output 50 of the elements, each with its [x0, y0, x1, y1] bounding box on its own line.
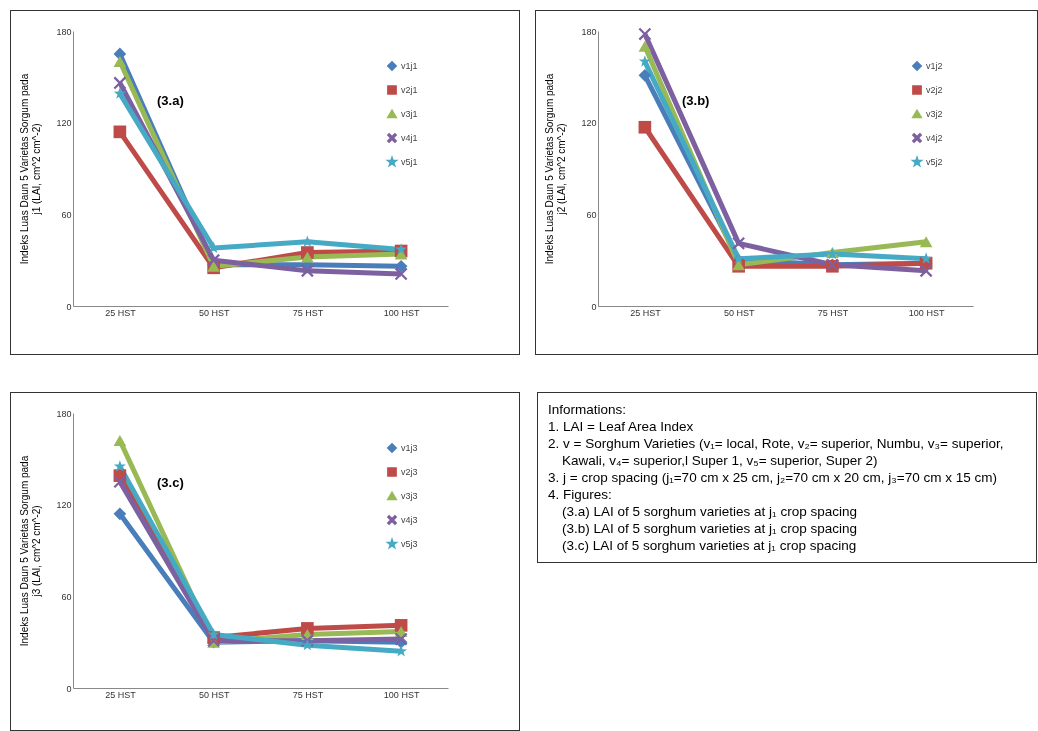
text: 3. j = crop spacing (j₁=70 cm x 25 cm, j₂=70 cm x 20 cm, j₃=70 cm x 15 cm) [548, 469, 998, 486]
legend-label: v4j3 [401, 515, 418, 525]
y-tick-label: 180 [56, 26, 72, 37]
y-tick-label: 60 [586, 209, 597, 220]
text: 2. v = Sorghum Varieties (v₁= local, Rote, v₂= superior, Numbu, v₃= superior, Kawali, v₄= superior,l Super 1, v₅= superior, Super 2) [548, 435, 1005, 469]
legend-label: v3j3 [401, 491, 418, 501]
annotation: (3.c) [157, 475, 184, 490]
legend-label: v4j1 [401, 133, 418, 143]
legend-label: v2j1 [401, 85, 418, 95]
annotation: (3.a) [157, 93, 184, 108]
x-tick-label: 75 HST [292, 307, 324, 318]
x-tick-label: 100 HST [383, 689, 420, 700]
legend-label: v1j1 [401, 61, 418, 71]
x-tick-label: 25 HST [105, 689, 137, 700]
legend-label: v5j2 [926, 157, 943, 167]
y-tick-label: 180 [56, 408, 72, 419]
y-tick-label: 120 [56, 118, 72, 129]
text: 4. Figures: (3.a) LAI of 5 sorghum varieties at j₁ crop spacing (3.b) LAI of 5 sorghum varieties at j₁ crop spacing (3.c) LAI of 5 sorghum varieties at j₁ crop spacing [548, 486, 858, 554]
x-tick-label: 75 HST [292, 689, 324, 700]
x-tick-label: 50 HST [723, 307, 755, 318]
legend-label: v3j1 [401, 109, 418, 119]
legend-label: v2j2 [926, 85, 943, 95]
legend-label: v5j1 [401, 157, 418, 167]
y-tick-label: 0 [66, 683, 72, 694]
x-tick-label: 50 HST [198, 689, 230, 700]
legend-label: v4j2 [926, 133, 943, 143]
annotation: (3.b) [682, 93, 710, 108]
y-tick-label: 120 [581, 118, 597, 129]
x-tick-label: 50 HST [198, 307, 230, 318]
legend-label: v1j2 [926, 61, 943, 71]
x-tick-label: 25 HST [105, 307, 137, 318]
y-tick-label: 0 [66, 301, 72, 312]
y-tick-label: 120 [56, 500, 72, 511]
x-tick-label: 25 HST [630, 307, 662, 318]
text: 1. LAI = Leaf Area Index [548, 418, 695, 435]
legend-label: v5j3 [401, 539, 418, 549]
y-axis-title: Indeks Luas Daun 5 Varietas Sorgum pada j3 (LAI, cm^2 cm^-2) [19, 455, 43, 647]
text: Informations: [548, 401, 628, 418]
x-tick-label: 100 HST [908, 307, 945, 318]
y-tick-label: 180 [581, 26, 597, 37]
y-axis-title: Indeks Luas Daun 5 Varietas Sorgum pada j1 (LAI, cm^2 cm^-2) [19, 73, 43, 265]
legend-label: v3j2 [926, 109, 943, 119]
legend-label: v2j3 [401, 467, 418, 477]
y-tick-label: 60 [61, 209, 72, 220]
y-axis-title: Indeks Luas Daun 5 Varietas Sorgum pada j2 (LAI, cm^2 cm^-2) [544, 73, 568, 265]
x-tick-label: 75 HST [817, 307, 849, 318]
y-tick-label: 0 [591, 301, 597, 312]
x-tick-label: 100 HST [383, 307, 420, 318]
legend-label: v1j3 [401, 443, 418, 453]
y-tick-label: 60 [61, 591, 72, 602]
